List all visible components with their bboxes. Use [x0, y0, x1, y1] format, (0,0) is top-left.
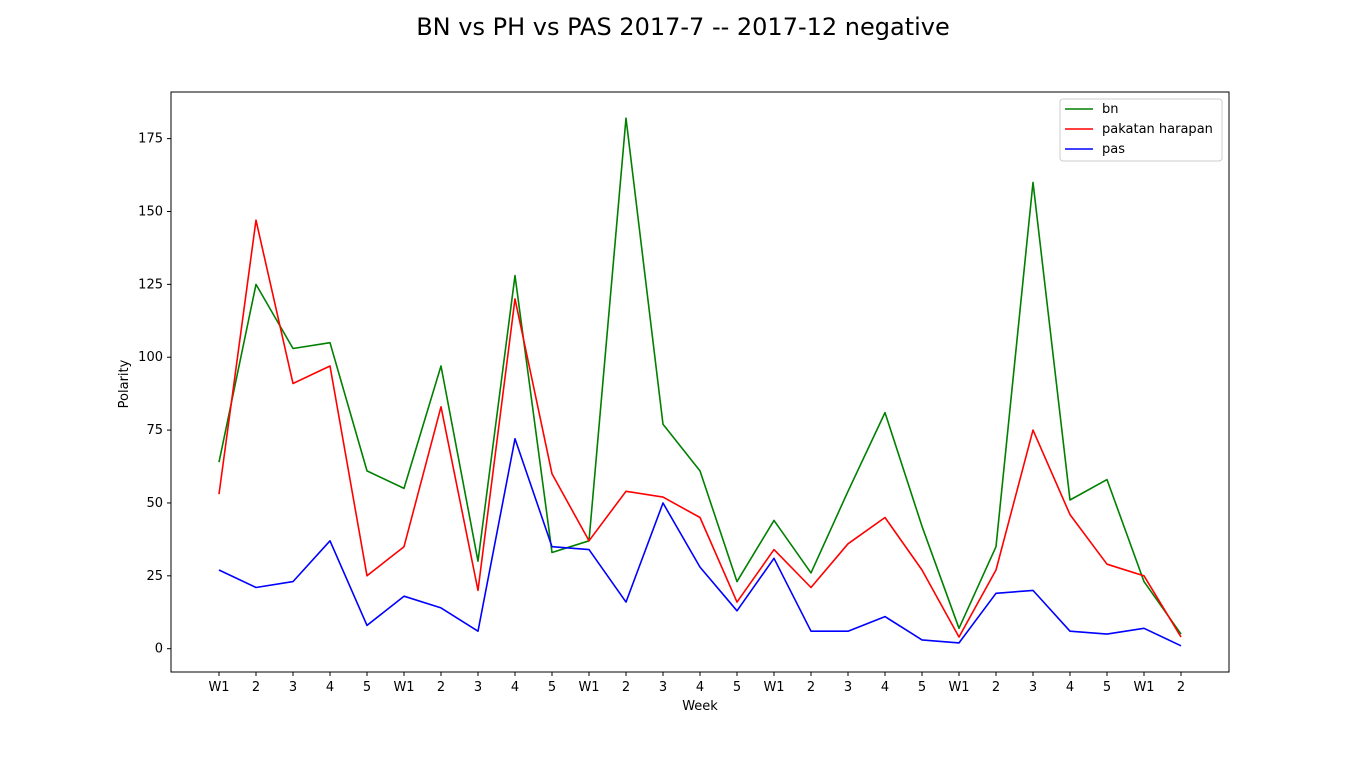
y-tick-label: 175	[138, 132, 163, 147]
x-axis: W1 2 3 4 5 W1 2 3 4 5 W1 2 3 4 5 W1 2 3 4 5 W1 2 3 4 5 W1 2	[208, 672, 1185, 695]
x-tick-label: 5	[1103, 680, 1111, 695]
x-tick-label: W1	[578, 680, 599, 695]
x-tick-label: W1	[393, 680, 414, 695]
x-tick-label: 4	[696, 680, 704, 695]
series-line-pakatan-harapan	[218, 219, 1182, 638]
x-tick-label: 5	[733, 680, 741, 695]
y-tick-label: 50	[146, 496, 163, 511]
series-line-pas	[218, 437, 1182, 647]
x-tick-label: W1	[1133, 680, 1154, 695]
x-tick-label: 2	[807, 680, 815, 695]
x-tick-label: 4	[511, 680, 519, 695]
y-tick-label: 0	[155, 642, 163, 657]
legend-label-pakatan-harapan: pakatan harapan	[1102, 122, 1213, 137]
series-line-bn	[218, 117, 1182, 635]
x-tick-label: 2	[992, 680, 1000, 695]
x-tick-label: W1	[948, 680, 969, 695]
x-tick-label: W1	[208, 680, 229, 695]
y-tick-label: 75	[146, 423, 163, 438]
x-tick-label: 2	[622, 680, 630, 695]
y-axis: 0 25 50 75 100 125 150 175	[138, 132, 171, 657]
plot-area	[170, 91, 1230, 673]
series-lines	[218, 117, 1182, 647]
x-tick-label: 3	[474, 680, 482, 695]
x-tick-label: 3	[844, 680, 852, 695]
x-tick-label: W1	[763, 680, 784, 695]
x-tick-label: 4	[881, 680, 889, 695]
y-tick-label: 125	[138, 277, 163, 292]
legend-label-bn: bn	[1102, 102, 1119, 117]
x-tick-label: 3	[1029, 680, 1037, 695]
y-axis-label: Polarity	[117, 359, 132, 408]
x-tick-label: 5	[548, 680, 556, 695]
x-tick-label: 5	[363, 680, 371, 695]
y-tick-label: 150	[138, 204, 163, 219]
x-tick-label: 3	[289, 680, 297, 695]
x-tick-label: 2	[437, 680, 445, 695]
y-tick-label: 25	[146, 569, 163, 584]
x-tick-label: 4	[326, 680, 334, 695]
x-axis-label: Week	[682, 699, 718, 714]
y-tick-label: 100	[138, 350, 163, 365]
x-tick-label: 2	[1177, 680, 1185, 695]
legend-label-pas: pas	[1102, 142, 1125, 157]
chart-title: BN vs PH vs PAS 2017-7 -- 2017-12 negati…	[416, 13, 950, 41]
x-tick-label: 2	[252, 680, 260, 695]
x-tick-label: 3	[659, 680, 667, 695]
x-tick-label: 4	[1066, 680, 1074, 695]
legend: bn pakatan harapan pas	[1059, 98, 1223, 162]
x-tick-label: 5	[918, 680, 926, 695]
legend-box	[1059, 98, 1223, 162]
